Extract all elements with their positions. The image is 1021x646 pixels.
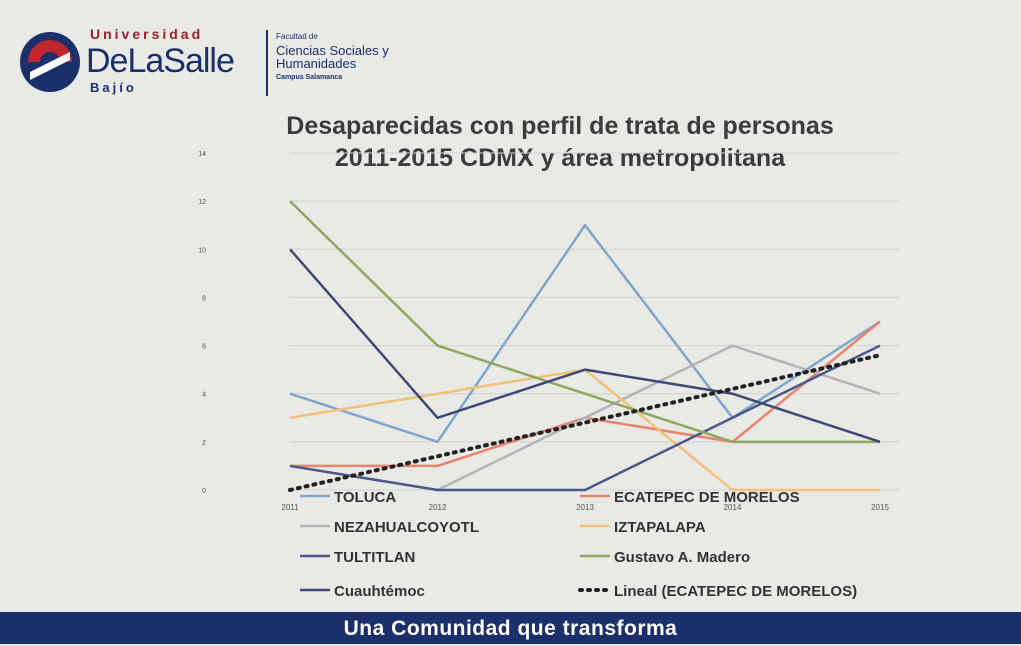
university-logo: Universidad DeLaSalle Bajío Facultad de … (20, 22, 440, 102)
x-tick-label: 2013 (576, 503, 594, 512)
logo-faculty-small: Facultad de (276, 32, 318, 41)
line-chart: 0 2 4 6 8 10 12 14 2011 2012 2013 2014 2015 TOLUCA ECA… (198, 151, 900, 600)
legend-label: NEZAHUALCOYOTL (334, 519, 479, 536)
legend-label: IZTAPALAPA (614, 519, 706, 536)
x-tick-label: 2012 (429, 503, 447, 512)
x-tick-label: 2014 (724, 503, 742, 512)
chart-title-line2: 2011-2015 CDMX y área metropolitana (334, 144, 786, 172)
series-line (289, 223, 881, 444)
trendline (288, 353, 882, 492)
logo-universidad-text: Universidad (90, 26, 204, 42)
footer-banner: Una Comunidad que transforma (0, 612, 1021, 644)
logo-campus: Campus Salamanca (276, 74, 343, 81)
legend-label: Gustavo A. Madero (614, 549, 750, 566)
legend-label: TULTITLAN (334, 549, 415, 566)
legend-label: TOLUCA (334, 489, 396, 506)
legend-label: Cuauhtémoc (334, 583, 425, 600)
y-tick-label: 8 (202, 295, 206, 302)
legend-label: ECATEPEC DE MORELOS (614, 489, 800, 506)
chart-title-line1: Desaparecidas con perfil de trata de per… (286, 112, 834, 140)
logo-faculty-name: Ciencias Sociales y Humanidades (276, 43, 389, 71)
y-tick-label: 14 (198, 151, 206, 158)
y-tick-label: 12 (198, 199, 206, 206)
y-tick-label: 2 (202, 440, 206, 447)
y-tick-label: 10 (198, 247, 206, 254)
logo-bajio-text: Bajío (90, 80, 137, 95)
series-line (289, 344, 881, 492)
logo-delasalle-text: DeLaSalle (86, 42, 235, 80)
x-tick-label: 2011 (281, 503, 299, 512)
y-tick-label: 0 (202, 488, 206, 495)
logo-separator (266, 30, 268, 96)
x-tick-label: 2015 (871, 503, 889, 512)
y-tick-label: 4 (202, 392, 206, 399)
series-line (289, 248, 881, 444)
series-line (289, 200, 880, 444)
legend-label: Lineal (ECATEPEC DE MORELOS) (614, 583, 857, 600)
y-tick-label: 6 (202, 344, 206, 351)
logo-emblem-icon (20, 32, 80, 92)
